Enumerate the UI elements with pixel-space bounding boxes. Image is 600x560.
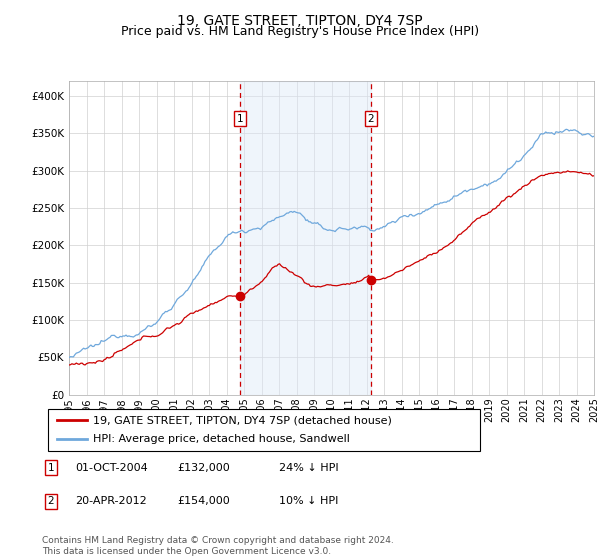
Text: Price paid vs. HM Land Registry's House Price Index (HPI): Price paid vs. HM Land Registry's House … — [121, 25, 479, 38]
Text: Contains HM Land Registry data © Crown copyright and database right 2024.
This d: Contains HM Land Registry data © Crown c… — [42, 536, 394, 556]
Text: 19, GATE STREET, TIPTON, DY4 7SP (detached house): 19, GATE STREET, TIPTON, DY4 7SP (detach… — [94, 415, 392, 425]
Text: 1: 1 — [236, 114, 243, 124]
Text: 24% ↓ HPI: 24% ↓ HPI — [279, 463, 338, 473]
Bar — [239, 81, 371, 395]
Text: 2: 2 — [368, 114, 374, 124]
Text: 2: 2 — [47, 496, 55, 506]
Text: £132,000: £132,000 — [177, 463, 230, 473]
Text: 19, GATE STREET, TIPTON, DY4 7SP: 19, GATE STREET, TIPTON, DY4 7SP — [177, 14, 423, 28]
Text: 1: 1 — [47, 463, 55, 473]
Text: HPI: Average price, detached house, Sandwell: HPI: Average price, detached house, Sand… — [94, 435, 350, 445]
Text: 01-OCT-2004: 01-OCT-2004 — [75, 463, 148, 473]
Text: 20-APR-2012: 20-APR-2012 — [75, 496, 147, 506]
Text: £154,000: £154,000 — [177, 496, 230, 506]
Text: 10% ↓ HPI: 10% ↓ HPI — [279, 496, 338, 506]
